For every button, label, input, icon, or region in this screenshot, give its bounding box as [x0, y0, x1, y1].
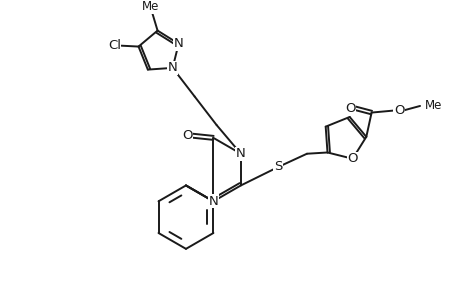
Text: N: N: [235, 147, 245, 160]
Text: S: S: [274, 160, 282, 173]
Text: O: O: [393, 104, 404, 117]
Text: Me: Me: [142, 0, 159, 13]
Text: O: O: [181, 129, 192, 142]
Text: N: N: [168, 61, 177, 74]
Text: O: O: [344, 102, 355, 115]
Text: N: N: [174, 37, 183, 50]
Text: Cl: Cl: [107, 39, 121, 52]
Text: Me: Me: [425, 100, 442, 112]
Text: O: O: [347, 152, 357, 165]
Text: N: N: [208, 195, 218, 208]
